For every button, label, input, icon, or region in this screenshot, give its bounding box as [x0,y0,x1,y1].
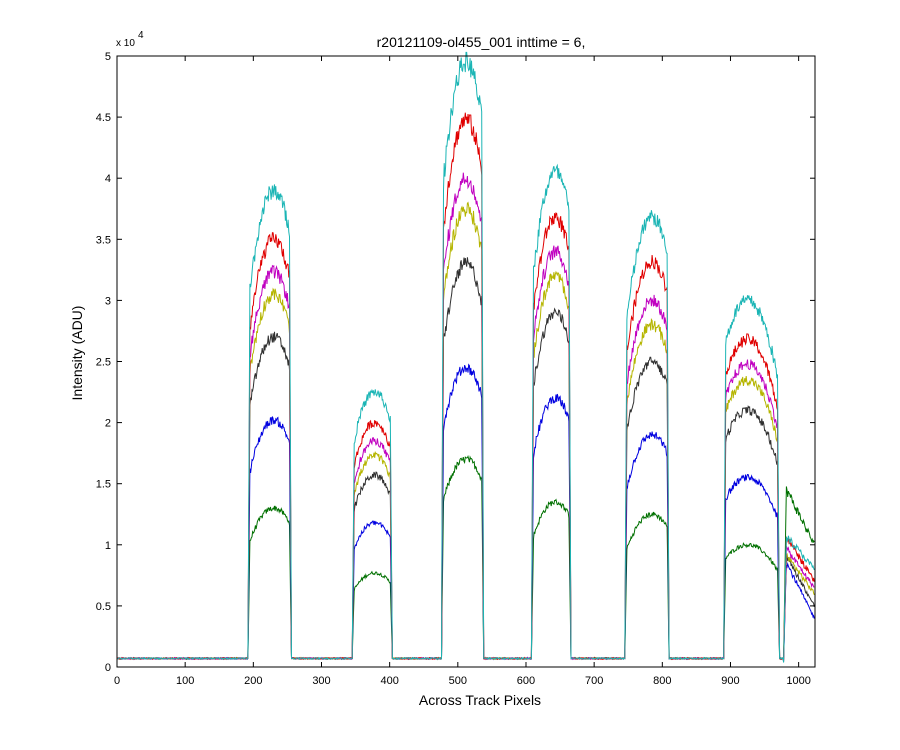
series-line [116,172,815,662]
x-tick-label: 300 [312,675,330,687]
x-tick-label: 700 [585,675,603,687]
x-tick-label: 600 [517,675,535,687]
x-tick-label: 100 [176,675,194,687]
chart-title: r20121109-ol455_001 inttime = 6, [377,34,586,50]
series-line [116,454,815,661]
x-tick-label: 900 [721,675,739,687]
x-tick-label: 800 [653,675,671,687]
y-tick-label: 3 [105,295,111,307]
y-tick-label: 3.5 [96,234,111,246]
x-tick-label: 500 [449,675,467,687]
y-tick-label: 2.5 [96,357,111,369]
y-tick-label: 1.5 [96,479,111,491]
axis-ticks: 0 100 200 300 400 500 600 700 800 900 1000 0 0.5 1 1.5… [96,51,815,687]
x-tick-label: 1000 [786,675,810,687]
series-line [117,363,815,661]
y-tick-label: 0.5 [96,601,111,613]
y-tick-label: 4 [105,173,111,185]
x-tick-label: 200 [244,675,262,687]
plot-frame [116,55,816,668]
x-tick-label: 400 [380,675,398,687]
series-line [116,201,815,662]
series-line [116,112,815,661]
y-tick-label: 2 [105,418,111,430]
y-tick-label: 4.5 [96,112,111,124]
y-multiplier-label: x 10 [116,38,135,49]
y-multiplier-exponent: 4 [138,30,144,41]
series-line [116,257,815,661]
y-axis-label: Intensity (ADU) [69,306,85,401]
y-tick-label: 1 [105,540,111,552]
y-tick-label: 5 [105,51,111,63]
x-tick-label: 0 [114,675,120,687]
series-line [116,51,815,663]
plot-area [116,51,815,663]
x-axis-label: Across Track Pixels [419,692,541,708]
y-tick-label: 0 [105,662,111,674]
